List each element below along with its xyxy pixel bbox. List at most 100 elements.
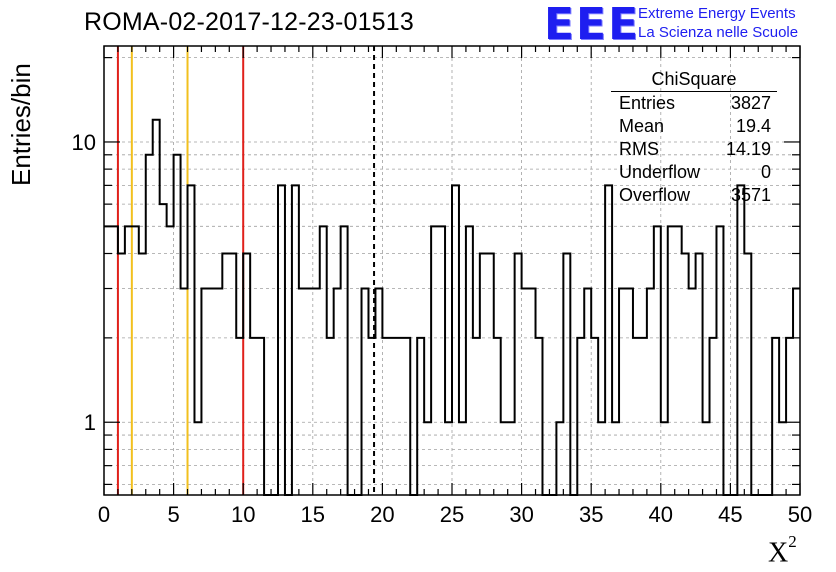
histogram-bin xyxy=(640,338,647,495)
histogram-bin xyxy=(362,289,369,495)
x-tick-label: 20 xyxy=(370,502,394,527)
x-tick-label: 25 xyxy=(440,502,464,527)
histogram-bin xyxy=(703,422,710,495)
eee-logo: EEE Extreme Energy Events La Scienza nel… xyxy=(544,0,798,50)
histogram-bin xyxy=(341,226,348,495)
histogram-bin xyxy=(584,289,591,495)
histogram-bin xyxy=(459,422,466,495)
histogram-bin xyxy=(132,226,139,495)
histogram-bin xyxy=(556,422,563,495)
histogram-bin xyxy=(515,253,522,495)
axis-ticks xyxy=(103,46,801,495)
histogram-bin xyxy=(536,338,543,495)
histogram-bin xyxy=(668,226,675,495)
histogram-bin xyxy=(118,253,125,495)
histogram-bin xyxy=(772,338,779,495)
histogram-bin xyxy=(299,289,306,495)
stat-value: 0 xyxy=(760,162,771,182)
histogram-bin xyxy=(710,338,717,495)
stat-value: 3571 xyxy=(730,185,771,205)
histogram-bin xyxy=(222,253,229,495)
logo-mark: EEE xyxy=(544,0,641,50)
histogram-bin xyxy=(160,204,167,495)
histogram-bin xyxy=(612,422,619,495)
histogram-bin xyxy=(480,253,487,495)
logo-line-2: La Scienza nelle Scuole xyxy=(638,24,799,41)
histogram-bin xyxy=(181,289,188,495)
stats-rows: Entries 3827 Mean 19.4 RMS 14.19 Underflow 0 Ove… xyxy=(611,92,777,207)
stat-row-rms: RMS 14.19 xyxy=(611,138,777,161)
stat-value: 3827 xyxy=(730,93,771,113)
histogram-bin xyxy=(188,185,195,495)
histogram-bin xyxy=(389,338,396,495)
histogram-bin xyxy=(591,338,598,495)
histogram-bin xyxy=(111,226,118,495)
histogram-bars xyxy=(104,118,800,496)
histogram-bin xyxy=(682,253,689,495)
histogram-bin xyxy=(605,185,612,495)
histogram-bin xyxy=(215,289,222,495)
histogram-bin xyxy=(647,289,654,495)
histogram-bin xyxy=(327,338,334,495)
stat-row-underflow: Underflow 0 xyxy=(611,161,777,184)
histogram-bin xyxy=(675,226,682,495)
histogram-outline xyxy=(104,118,800,496)
x-tick-label: 35 xyxy=(579,502,603,527)
histogram-bin xyxy=(125,226,132,495)
histogram-bin xyxy=(417,338,424,495)
histogram-bin xyxy=(522,289,529,495)
x-tick-label: 45 xyxy=(718,502,742,527)
stat-row-overflow: Overflow 3571 xyxy=(611,184,777,207)
x-tick-label: 30 xyxy=(509,502,533,527)
histogram-bin xyxy=(494,338,501,495)
histogram-bin xyxy=(368,338,375,495)
histogram-bin xyxy=(257,338,264,495)
stat-value: 14.19 xyxy=(725,139,771,159)
histogram-bin xyxy=(236,338,243,495)
histogram-bin xyxy=(786,338,793,495)
x-tick-label: 10 xyxy=(231,502,255,527)
histogram-bin xyxy=(438,226,445,495)
histogram-bin xyxy=(139,253,146,495)
histogram-bin xyxy=(661,422,668,495)
histogram-bin xyxy=(424,422,431,495)
x-tick-label: 40 xyxy=(649,502,673,527)
histogram-bin xyxy=(229,253,236,495)
histogram-bin xyxy=(375,289,382,495)
stat-label: RMS xyxy=(619,139,659,159)
histogram-bin xyxy=(313,289,320,495)
histogram-bin xyxy=(716,226,723,495)
histogram-bin xyxy=(382,338,389,495)
histogram-bin xyxy=(529,289,536,495)
histogram-bin xyxy=(431,226,438,495)
histogram-bin xyxy=(452,185,459,495)
stats-box: ChiSquare Entries 3827 Mean 19.4 RMS 14.19 Und… xyxy=(611,68,777,207)
x-tick-label: 0 xyxy=(98,502,110,527)
chart-title: ROMA-02-2017-12-23-01513 xyxy=(84,8,414,36)
stat-label: Entries xyxy=(619,93,676,113)
x-axis-label-sup: 2 xyxy=(788,532,797,551)
stats-title: ChiSquare xyxy=(611,68,777,92)
histogram-bin xyxy=(320,226,327,495)
marker-lines xyxy=(116,46,376,495)
histogram-bin xyxy=(403,338,410,495)
histogram-bin xyxy=(563,253,570,495)
logo-text: Extreme Energy Events La Scienza nelle S… xyxy=(638,4,798,42)
y-tick-label: 1 xyxy=(84,410,96,435)
stat-label: Underflow xyxy=(619,162,701,182)
histogram-bin xyxy=(167,226,174,495)
stat-row-entries: Entries 3827 xyxy=(611,92,777,115)
histogram-bin xyxy=(445,422,452,495)
histogram-bin xyxy=(487,253,494,495)
histogram-bin xyxy=(689,289,696,495)
histogram-bin xyxy=(619,289,626,495)
histogram-bin xyxy=(501,422,508,495)
histogram-bin xyxy=(744,253,751,495)
x-tick-label: 5 xyxy=(167,502,179,527)
histogram-bin xyxy=(598,422,605,495)
histogram-bin xyxy=(243,253,250,495)
histogram-bin xyxy=(793,289,800,495)
histogram-bin xyxy=(250,338,257,495)
x-axis-label-base: X xyxy=(768,537,789,569)
